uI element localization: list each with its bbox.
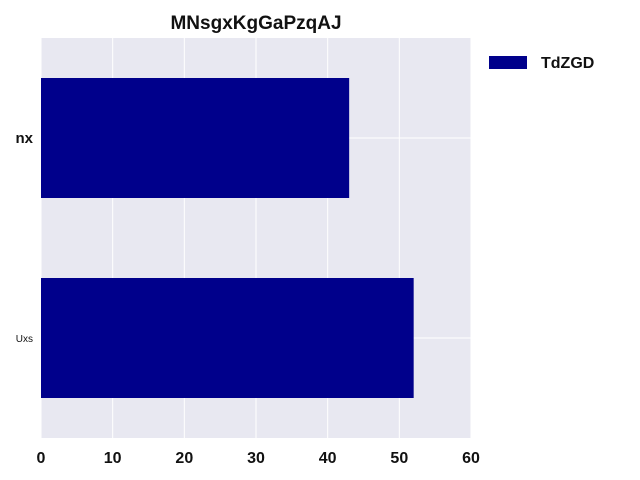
y-axis-ticks: nx Uxs: [15, 130, 33, 345]
bar-nx: [41, 78, 350, 198]
y-tick-label: Uxs: [16, 334, 33, 345]
bars: [41, 78, 414, 398]
chart-title: MNsgxKgGaPzqAJ: [170, 13, 341, 34]
y-tick-label: nx: [15, 130, 33, 147]
x-tick-label: 0: [37, 450, 46, 467]
x-tick-label: 40: [319, 450, 337, 467]
x-axis-ticks: 0 10 20 30 40 50 60: [37, 450, 480, 467]
x-tick-label: 60: [462, 450, 480, 467]
legend-swatch: [489, 56, 527, 69]
x-tick-label: 50: [390, 450, 408, 467]
x-tick-label: 30: [247, 450, 265, 467]
x-tick-label: 20: [175, 450, 193, 467]
x-tick-label: 10: [104, 450, 122, 467]
legend: TdZGD: [489, 55, 594, 72]
legend-label: TdZGD: [541, 55, 594, 72]
bar-Uxs: [41, 278, 414, 398]
